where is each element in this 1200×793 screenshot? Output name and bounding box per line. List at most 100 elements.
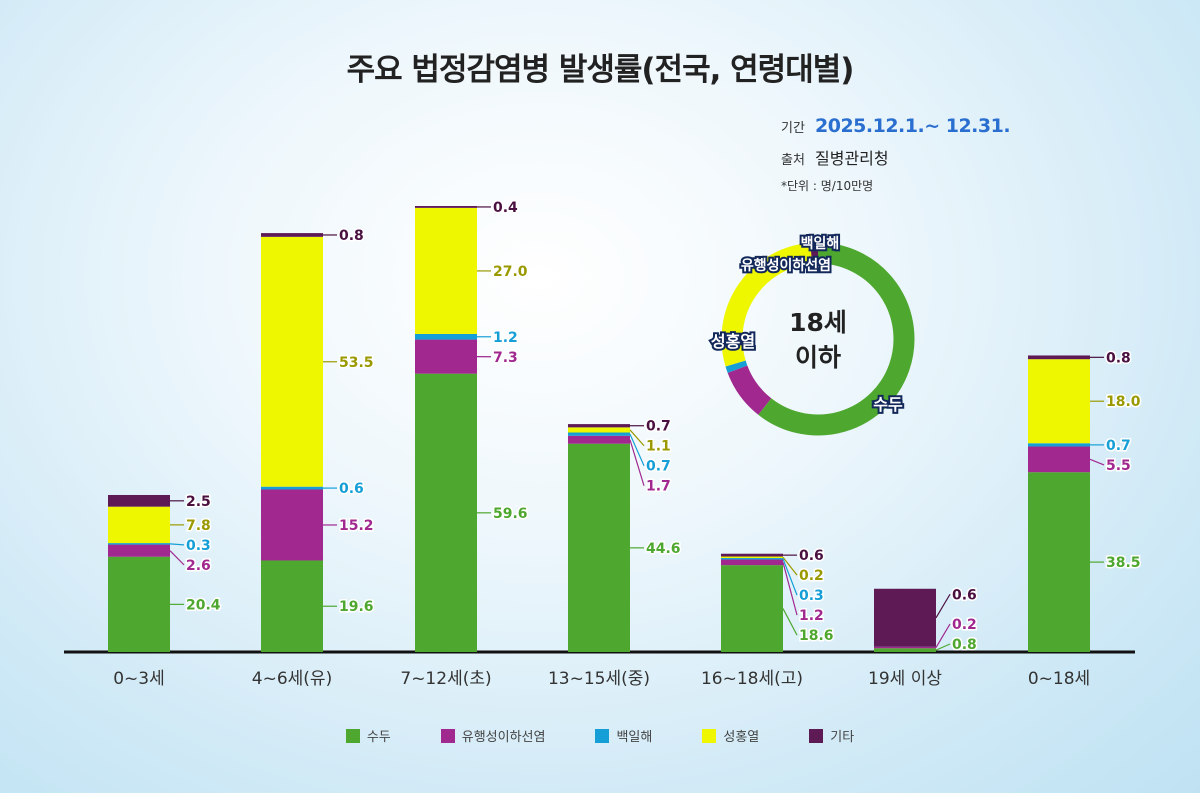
data-label: 15.2 xyxy=(339,518,374,534)
bar-segment xyxy=(108,544,170,557)
data-label: 20.4 xyxy=(186,597,221,613)
bar-segment xyxy=(1028,355,1090,360)
leader-line xyxy=(629,439,645,486)
data-label: 0.6 xyxy=(952,587,977,603)
leader-line xyxy=(629,433,645,466)
info-block: 기간 2025.12.1.~ 12.31. 출처 질병관리청 *단위 : 명/10만… xyxy=(781,115,1011,202)
leader-line xyxy=(1089,458,1105,466)
legend-item: 수두 xyxy=(345,726,391,745)
source-label: 출처 xyxy=(781,153,805,168)
bar-segment xyxy=(261,233,323,237)
leader-line xyxy=(782,608,798,636)
legend-item: 유행성이하선염 xyxy=(440,726,546,745)
donut-label: 수두 xyxy=(873,395,903,414)
legend-swatch xyxy=(809,728,824,743)
data-label: 27.0 xyxy=(493,264,528,280)
donut-label: 성홍열 xyxy=(711,332,755,351)
data-label: 53.5 xyxy=(339,355,374,371)
donut-center-label: 이하 xyxy=(795,343,841,372)
legend-label: 수두 xyxy=(366,730,391,745)
leader-line xyxy=(782,556,798,576)
legend-label: 유행성이하선염 xyxy=(461,730,546,745)
x-tick-label: 7~12세(초) xyxy=(400,669,491,689)
bar-segment xyxy=(415,333,477,340)
donut-slice xyxy=(727,365,772,415)
bar-segment xyxy=(1028,446,1090,473)
data-label: 0.3 xyxy=(799,588,824,604)
legend-swatch xyxy=(595,728,610,743)
chart-title: 주요 법정감염병 발생률(전국, 연령대별) xyxy=(346,52,855,88)
legend-label: 성홍열 xyxy=(723,730,760,745)
bar-segment xyxy=(721,558,783,560)
data-label: 19.6 xyxy=(339,599,374,615)
donut-label: 유행성이하선염 xyxy=(741,257,831,274)
x-tick-label: 13~15세(중) xyxy=(548,669,650,689)
bar-segment xyxy=(1028,472,1090,652)
bar-segment xyxy=(721,565,783,652)
bar-segment xyxy=(415,206,477,208)
bar-segment xyxy=(415,339,477,374)
legend-item: 기타 xyxy=(809,726,854,745)
donut-center-label: 18세 xyxy=(789,308,847,337)
legend-item: 성홍열 xyxy=(702,726,759,745)
data-label: 0.7 xyxy=(1106,438,1131,454)
data-label: 18.6 xyxy=(799,628,834,644)
leader-line xyxy=(782,562,798,616)
data-label: 0.8 xyxy=(1106,350,1131,366)
data-label: 2.5 xyxy=(186,494,211,510)
bar-segment xyxy=(568,443,630,652)
donut-slice xyxy=(721,242,813,367)
data-label: 44.6 xyxy=(646,541,681,557)
leader-line xyxy=(169,543,185,546)
period-value: 2025.12.1.~ 12.31. xyxy=(815,115,1011,137)
source-value: 질병관리청 xyxy=(815,149,889,168)
bar-segment xyxy=(108,494,170,507)
legend-label: 백일해 xyxy=(616,730,653,745)
bar-segment xyxy=(261,489,323,561)
bar-segment xyxy=(568,427,630,433)
period-label: 기간 xyxy=(781,121,805,136)
x-tick-label: 16~18세(고) xyxy=(701,669,803,689)
bar-segment xyxy=(1028,443,1090,447)
leader-line xyxy=(935,643,951,651)
legend-swatch xyxy=(345,728,360,743)
bar-segment xyxy=(721,559,783,566)
data-label: 1.2 xyxy=(799,608,824,624)
x-tick-label: 4~6세(유) xyxy=(252,669,332,689)
legend: 수두 유행성이하선염 백일해 성홍열 기타 xyxy=(0,726,1200,745)
leader-line xyxy=(935,623,951,648)
data-label: 0.3 xyxy=(186,538,211,554)
unit-note: *단위 : 명/10만명 xyxy=(781,179,874,193)
leader-line xyxy=(935,593,951,619)
bar-segment xyxy=(261,560,323,652)
x-tick-label: 0~3세 xyxy=(113,669,165,689)
legend-swatch xyxy=(702,728,717,743)
data-label: 0.8 xyxy=(952,637,977,653)
bar-segment xyxy=(261,486,323,490)
data-label: 38.5 xyxy=(1106,555,1141,571)
x-tick-label: 0~18세 xyxy=(1028,669,1090,689)
data-label: 7.8 xyxy=(186,518,211,534)
data-label: 0.7 xyxy=(646,419,671,435)
donut-slice xyxy=(725,360,748,373)
donut-slice xyxy=(758,242,915,436)
data-label: 0.6 xyxy=(799,548,824,564)
leader-line xyxy=(629,429,645,447)
data-label: 5.5 xyxy=(1106,458,1131,474)
leader-line xyxy=(782,558,798,596)
data-label: 0.2 xyxy=(799,568,824,584)
bar-segment xyxy=(108,506,170,544)
legend-swatch xyxy=(440,728,455,743)
data-label: 7.3 xyxy=(493,350,518,366)
leader-line xyxy=(169,550,185,566)
legend-label: 기타 xyxy=(830,730,855,745)
donut-label: 백일해 xyxy=(801,236,840,252)
data-label: 0.6 xyxy=(339,481,364,497)
bar-segment xyxy=(721,553,783,557)
bar-segment xyxy=(415,207,477,334)
bar-segment xyxy=(108,556,170,652)
bar-segment xyxy=(568,432,630,436)
bar-segment xyxy=(415,373,477,652)
